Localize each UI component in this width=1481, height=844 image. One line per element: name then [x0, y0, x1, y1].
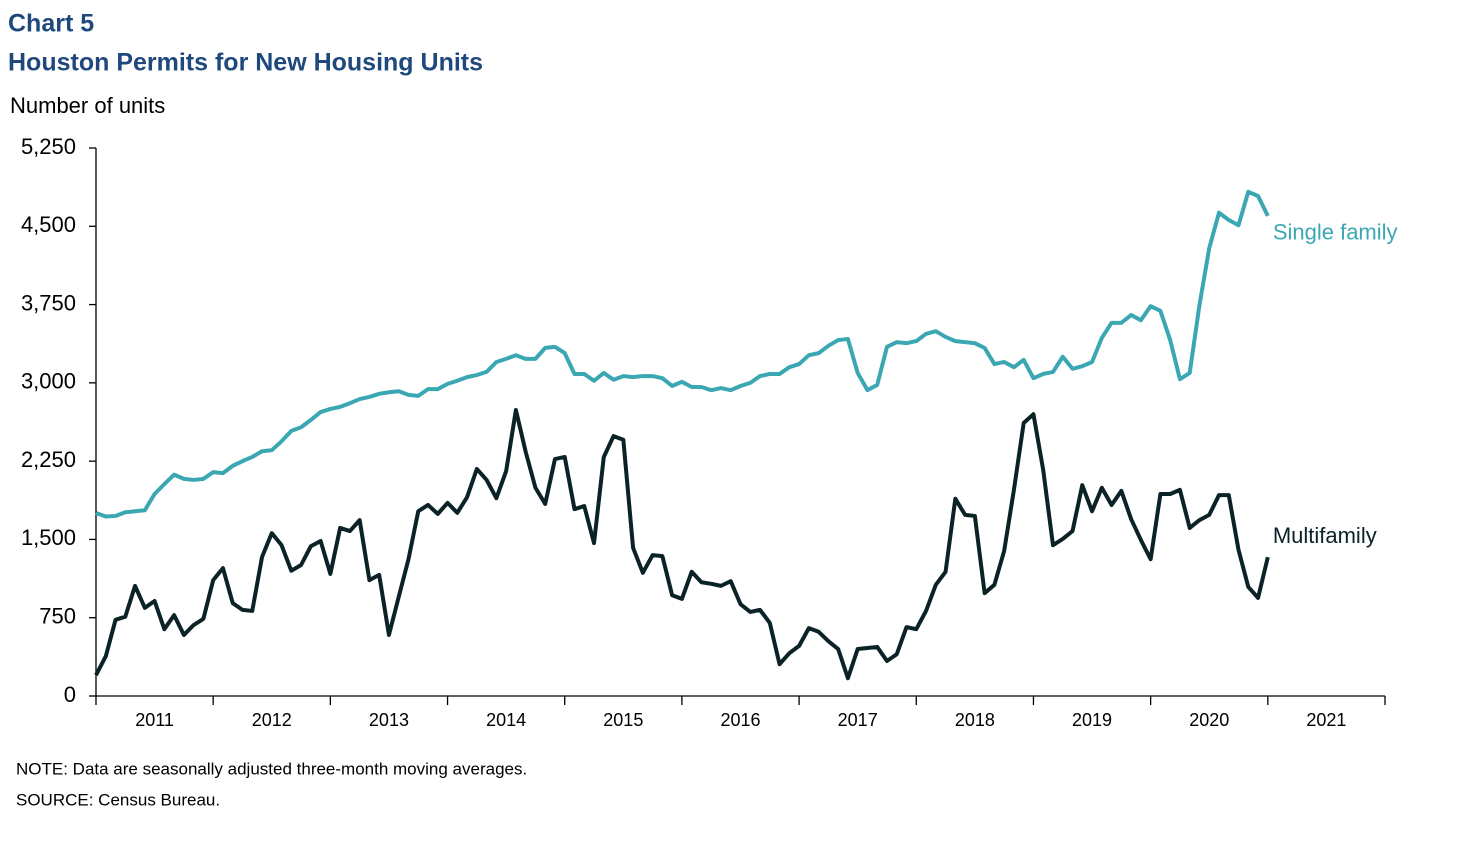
y-tick-label: 5,250: [21, 134, 76, 159]
y-tick-label: 2,250: [21, 447, 76, 472]
x-tick-label: 2016: [720, 710, 760, 730]
series-line: [95, 189, 1270, 519]
series-label: Single family: [1273, 220, 1398, 245]
x-tick-label: 2019: [1072, 710, 1112, 730]
x-tick-label: 2013: [369, 710, 409, 730]
x-tick-label: 2020: [1189, 710, 1229, 730]
y-tick-label: 3,000: [21, 369, 76, 394]
x-tick-label: 2012: [252, 710, 292, 730]
y-tick-label: 3,750: [21, 290, 76, 315]
y-axis-label: Number of units: [10, 93, 165, 118]
y-tick-label: 750: [39, 604, 76, 629]
y-tick-label: 0: [64, 682, 76, 707]
series-line: [94, 408, 1270, 681]
y-tick-label: 1,500: [21, 525, 76, 550]
x-tick-label: 2017: [838, 710, 878, 730]
x-tick-label: 2014: [486, 710, 526, 730]
x-tick-label: 2015: [603, 710, 643, 730]
chart-subtitle: Houston Permits for New Housing Units: [8, 49, 483, 77]
chart-title: Chart 5: [8, 10, 94, 38]
y-tick-label: 4,500: [21, 212, 76, 237]
note: NOTE: Data are seasonally adjusted three…: [16, 759, 527, 778]
x-tick-label: 2021: [1306, 710, 1346, 730]
source: SOURCE: Census Bureau.: [16, 790, 220, 809]
series-label: Multifamily: [1273, 523, 1377, 548]
x-tick-label: 2018: [955, 710, 995, 730]
x-tick-label: 2011: [135, 710, 174, 730]
